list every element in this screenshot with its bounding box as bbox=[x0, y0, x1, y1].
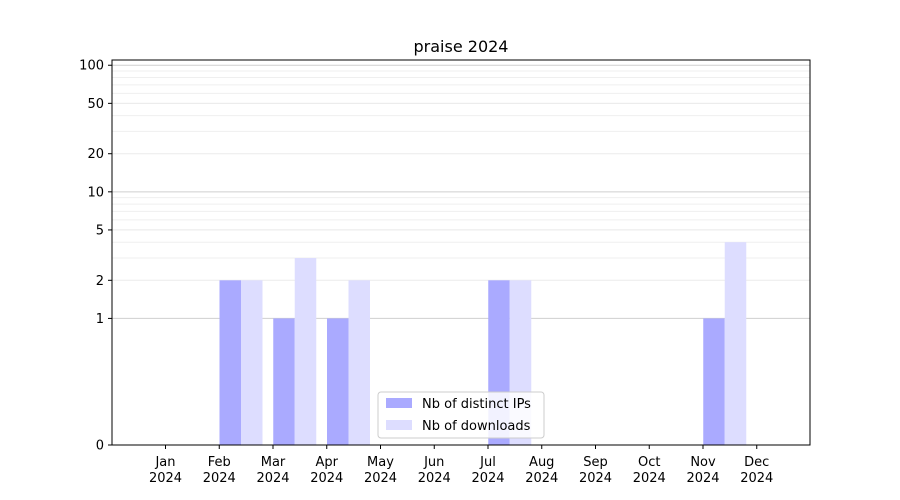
bar-downloads bbox=[724, 242, 747, 445]
chart-title: praise 2024 bbox=[414, 37, 509, 56]
x-tick-label-year: 2024 bbox=[525, 471, 558, 486]
legend-swatch-downloads bbox=[386, 420, 412, 430]
bar-downloads bbox=[241, 280, 263, 445]
x-tick-label-month: Apr bbox=[316, 455, 339, 470]
plot-frame bbox=[111, 59, 811, 446]
y-tick-label: 20 bbox=[87, 147, 104, 162]
x-tick-label-month: Feb bbox=[208, 455, 231, 470]
y-axis: 0 1 2 5 10 20 50 100 bbox=[79, 59, 112, 454]
x-tick-label-year: 2024 bbox=[256, 471, 289, 486]
x-tick-label-month: Jun bbox=[423, 455, 444, 470]
x-tick-label-year: 2024 bbox=[686, 471, 719, 486]
bar-distinct-ips bbox=[703, 318, 725, 445]
y-tick-label: 10 bbox=[87, 185, 104, 200]
y-tick-label: 5 bbox=[96, 223, 104, 238]
y-tick-label: 2 bbox=[96, 274, 104, 289]
x-tick-label-year: 2024 bbox=[364, 471, 397, 486]
grid bbox=[112, 64, 810, 319]
x-axis: Jan2024Feb2024Mar2024Apr2024May2024Jun20… bbox=[149, 445, 773, 486]
x-tick-label-year: 2024 bbox=[310, 471, 343, 486]
x-tick-label-month: Jan bbox=[154, 455, 175, 470]
x-tick-label-year: 2024 bbox=[149, 471, 182, 486]
bars bbox=[219, 242, 747, 445]
bar-downloads bbox=[348, 280, 370, 445]
bar-distinct-ips bbox=[327, 318, 349, 445]
x-tick-label-month: Nov bbox=[690, 455, 716, 470]
x-tick-label-month: Mar bbox=[261, 455, 286, 470]
y-tick-label: 100 bbox=[79, 59, 104, 74]
legend: Nb of distinct IPs Nb of downloads bbox=[377, 391, 545, 439]
legend-swatch-ips bbox=[386, 398, 412, 408]
y-tick-label: 0 bbox=[96, 439, 104, 454]
x-tick-label-year: 2024 bbox=[579, 471, 612, 486]
x-tick-label-month: Jul bbox=[479, 455, 496, 470]
x-tick-label-year: 2024 bbox=[418, 471, 451, 486]
y-tick-label: 1 bbox=[96, 312, 104, 327]
x-tick-label-month: Oct bbox=[638, 455, 660, 470]
x-tick-label-month: Aug bbox=[529, 455, 554, 470]
x-tick-label-year: 2024 bbox=[633, 471, 666, 486]
legend-label-ips: Nb of distinct IPs bbox=[422, 397, 531, 412]
x-tick-label-month: May bbox=[367, 455, 394, 470]
legend-label-downloads: Nb of downloads bbox=[422, 419, 531, 434]
x-tick-label-year: 2024 bbox=[203, 471, 236, 486]
legend-box bbox=[377, 391, 545, 439]
bar-downloads bbox=[294, 258, 317, 445]
y-tick-label: 50 bbox=[87, 97, 104, 112]
bar-distinct-ips bbox=[273, 318, 295, 445]
bar-distinct-ips bbox=[219, 280, 241, 445]
x-tick-label-month: Sep bbox=[583, 455, 608, 470]
x-tick-label-year: 2024 bbox=[740, 471, 773, 486]
x-tick-label-month: Dec bbox=[744, 455, 769, 470]
x-tick-label-year: 2024 bbox=[471, 471, 504, 486]
